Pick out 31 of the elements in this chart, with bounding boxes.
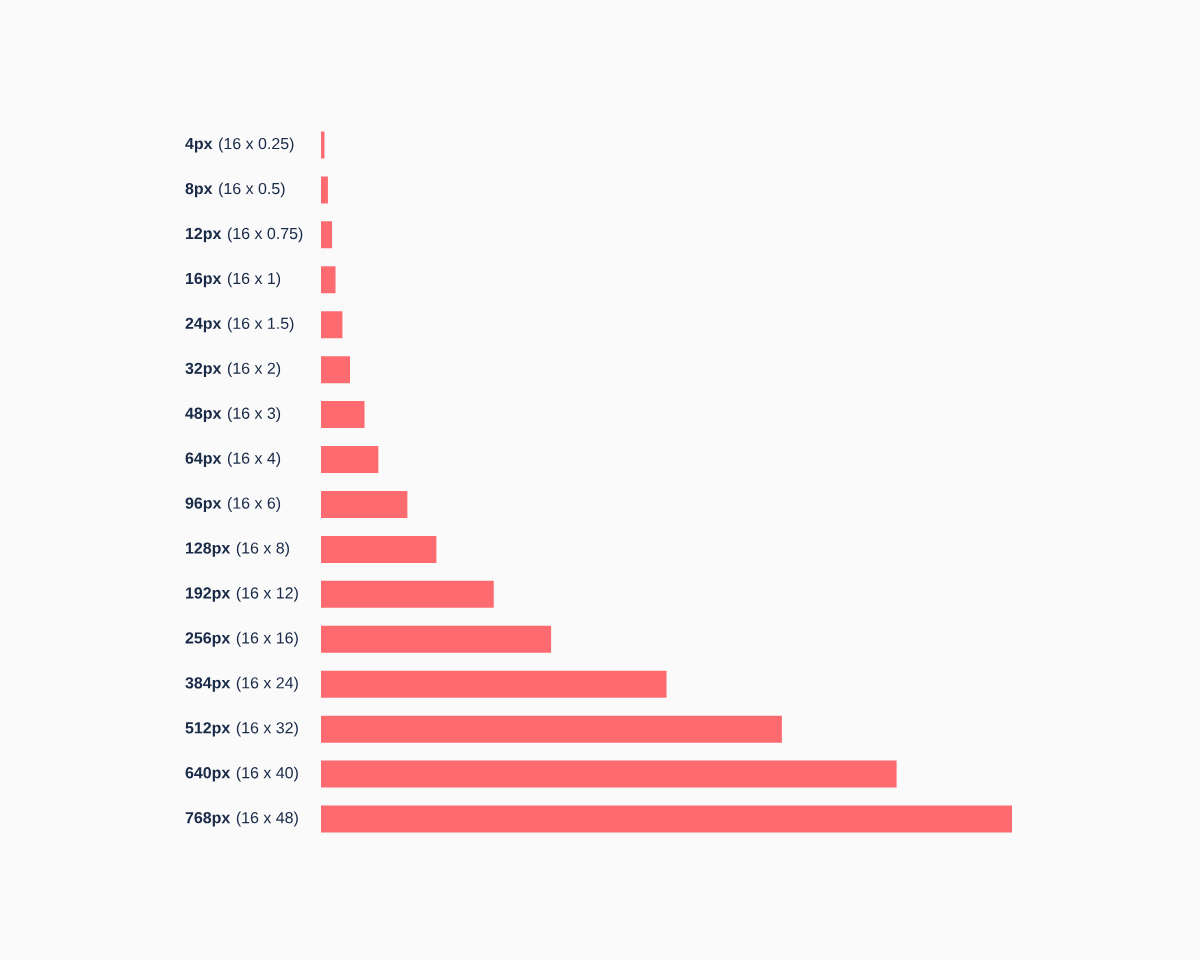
y-tick-label: 192px (16 x 12) [186,586,298,602]
y-tick-label: 64px (16 x 4) [185,452,281,467]
y-tick-label: 12px (16 x 0.75) [186,227,303,243]
bar [321,760,897,788]
bar [321,266,336,294]
bar [321,580,494,608]
y-tick-label: 8px (16 x 0.5) [185,182,285,198]
y-tick-label: 640px (16 x 40) [185,766,298,782]
y-tick-label: 256px (16 x 16) [185,631,298,647]
bar [321,401,365,429]
y-tick-label: 16px (16 x 1) [186,272,281,288]
bar [321,670,667,698]
bar [321,715,782,743]
y-tick-label: 4px (16 x 0.25) [185,137,294,153]
bar [321,356,351,384]
bar [321,221,333,249]
y-tick-label: 32px (16 x 2) [185,362,281,378]
y-tick-label: 96px (16 x 6) [185,497,281,512]
y-tick-label: 768px (16 x 48) [185,811,298,827]
bar [321,176,328,204]
y-tick-label: 512px (16 x 32) [185,721,298,737]
bar [321,535,437,563]
y-tick-label: 128px (16 x 8) [186,541,289,557]
y-tick-label: 48px (16 x 3) [185,407,281,423]
y-tick-label: 24px (16 x 1.5) [185,317,294,333]
bar [321,446,379,474]
y-tick-label: 384px (16 x 24) [185,676,298,692]
bar [321,805,1012,833]
bar [321,625,552,653]
bar [321,311,343,339]
bar [321,490,408,518]
